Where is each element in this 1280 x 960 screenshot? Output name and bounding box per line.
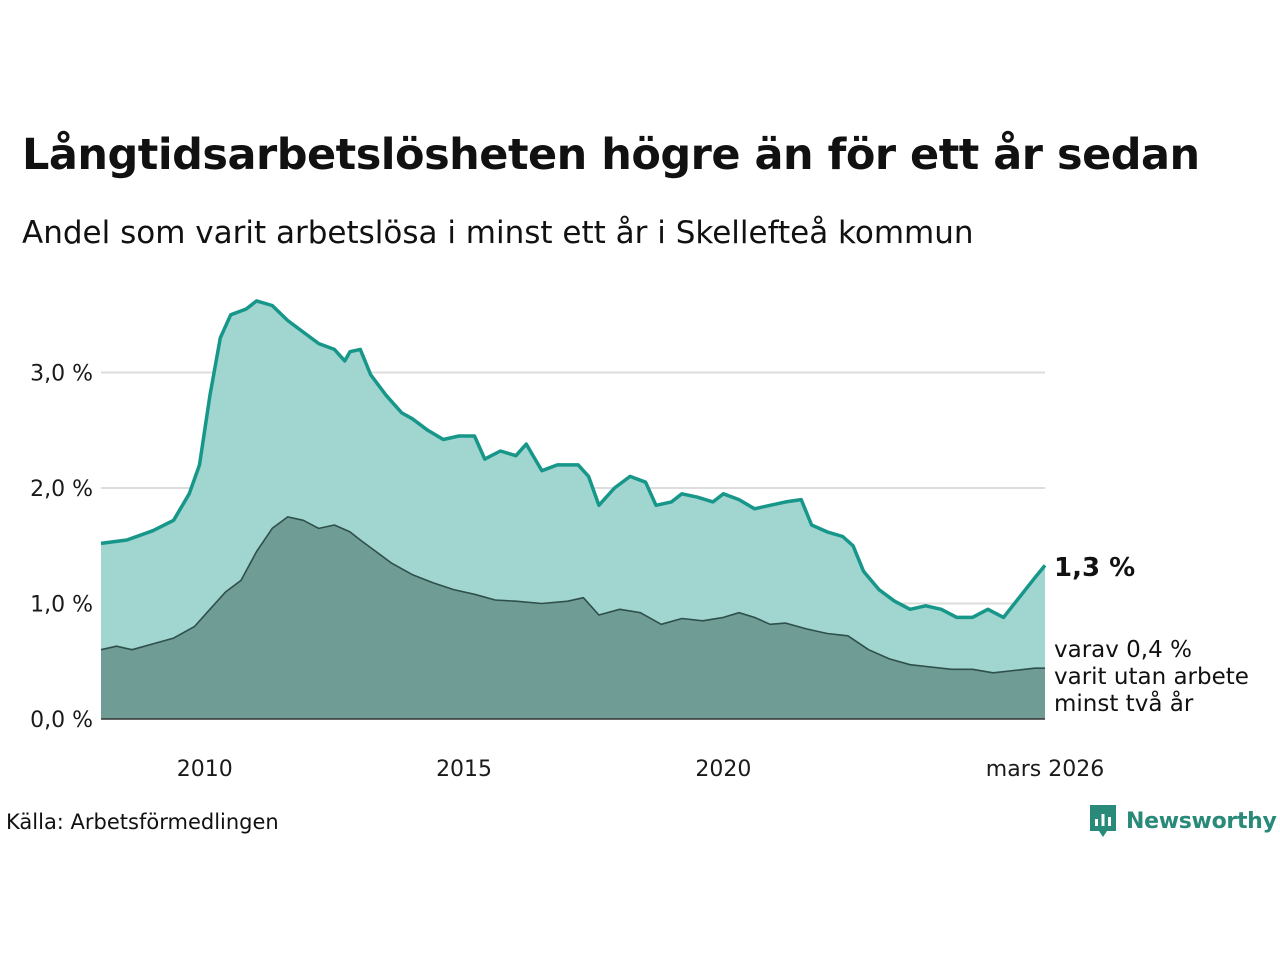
source-note: Källa: Arbetsförmedlingen [6,810,279,834]
x-tick-label: mars 2026 [986,757,1104,782]
line-total [100,299,1047,620]
chart-subtitle: Andel som varit arbetslösa i minst ett å… [22,215,974,251]
y-axis: 0,0 % 1,0 % 2,0 % 3,0 % [30,362,93,734]
y-tick-label: 1,0 % [30,593,93,618]
newsworthy-icon [1090,805,1116,837]
y-tick-label: 3,0 % [30,362,93,387]
end-label-long-line-3: minst två år [1054,689,1194,717]
chart-title: Långtidsarbetslösheten högre än för ett … [22,130,1200,180]
y-tick-label: 2,0 % [30,477,93,502]
end-label-long-line-2: varit utan arbete [1054,664,1249,690]
brand-name: Newsworthy [1126,808,1277,834]
line-long-term [100,516,1045,674]
x-tick-label: 2010 [177,757,233,782]
end-label-total: 1,3 % [1054,553,1135,583]
x-axis: 2010 2015 2020 mars 2026 [177,757,1104,782]
x-tick-label: 2015 [436,757,492,782]
x-tick-label: 2020 [695,757,751,782]
newsworthy-logo: Newsworthy [1088,803,1277,839]
area-long-term [101,516,1045,719]
end-label-long-line-1: varav 0,4 % [1054,637,1192,663]
y-tick-label: 0,0 % [30,708,93,733]
